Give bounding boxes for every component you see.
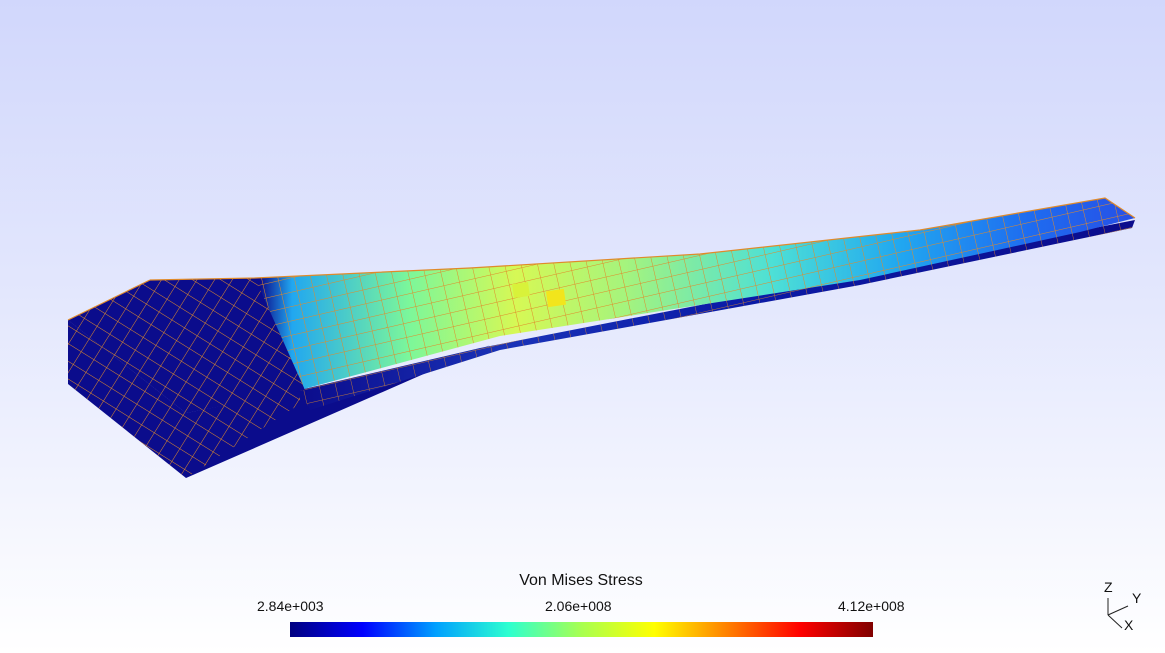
root-top-surface-mesh [68, 278, 305, 413]
stress-hotspot [545, 288, 567, 308]
legend-min-label: 2.84e+003 [257, 598, 324, 614]
legend-max-label: 4.12e+008 [838, 598, 905, 614]
legend-colorbar [290, 622, 873, 637]
axis-z-label: Z [1104, 579, 1113, 595]
blade-top-surface-mesh [68, 198, 1135, 413]
root-lower-face-mesh [186, 390, 300, 478]
axis-y-label: Y [1132, 590, 1142, 606]
axis-x-label: X [1124, 617, 1134, 633]
axes-triad-icon: Z Y X [1104, 579, 1142, 633]
root-lower-face [186, 345, 490, 478]
legend-mid-label: 2.06e+008 [545, 598, 612, 614]
root-front-face-mesh [68, 320, 186, 478]
blade-side-face-mesh [300, 220, 1135, 410]
legend-title: Von Mises Stress [519, 572, 643, 589]
stress-hotspot [512, 281, 530, 299]
